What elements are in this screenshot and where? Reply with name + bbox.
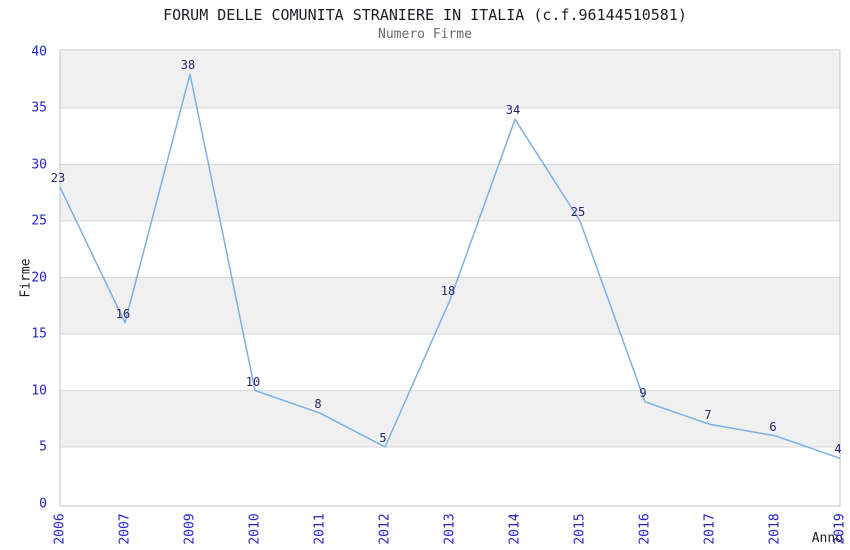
y-tick-label: 20 xyxy=(31,270,47,285)
x-tick-label: 2015 xyxy=(572,513,588,545)
chart-title: FORUM DELLE COMUNITA STRANIERE IN ITALIA… xyxy=(163,6,687,24)
x-tick-label: 2019 xyxy=(832,513,848,545)
data-point-label: 10 xyxy=(245,374,261,389)
x-tick-label: 2007 xyxy=(117,513,133,545)
chart-subtitle: Numero Firme xyxy=(378,27,472,42)
shaded-band xyxy=(60,390,840,447)
y-tick-label: 25 xyxy=(31,213,47,229)
y-tick-label: 35 xyxy=(31,100,47,116)
data-line xyxy=(59,73,841,460)
y-tick-label: 15 xyxy=(31,326,47,342)
data-point-label: 9 xyxy=(639,385,647,400)
x-tick-label: 2013 xyxy=(442,513,458,545)
data-point-label: 16 xyxy=(115,306,131,321)
data-point-label: 38 xyxy=(180,58,196,73)
x-axis-title: Anno xyxy=(811,531,843,546)
y-tick-label: 40 xyxy=(31,44,47,59)
x-tick-label: 2006 xyxy=(52,513,68,545)
data-point-label: 34 xyxy=(505,103,521,118)
y-tick-label: 30 xyxy=(31,157,47,172)
y-tick-label: 10 xyxy=(31,383,47,398)
data-point-label: 7 xyxy=(704,408,712,423)
y-tick-label: 5 xyxy=(39,439,47,455)
x-tick-label: 2016 xyxy=(637,513,653,545)
data-point-label: 8 xyxy=(314,397,322,412)
data-point-label: 5 xyxy=(379,431,387,445)
x-tick-label: 2012 xyxy=(377,513,393,545)
data-point-label: 6 xyxy=(769,419,777,434)
shaded-band xyxy=(60,51,840,108)
y-tick-label: 0 xyxy=(39,496,47,511)
x-tick-label: 2014 xyxy=(507,513,523,545)
data-point-label: 23 xyxy=(50,171,66,186)
x-tick-label: 2017 xyxy=(702,513,718,545)
x-tick-label: 2009 xyxy=(182,513,198,545)
x-tick-label: 2010 xyxy=(247,513,263,545)
plot-border xyxy=(59,49,841,507)
data-point-label: 25 xyxy=(570,205,586,219)
data-point-label: 4 xyxy=(834,442,842,457)
x-tick-label: 2018 xyxy=(767,513,783,545)
shaded-band xyxy=(60,164,840,221)
shaded-band xyxy=(60,277,840,334)
data-point-label: 18 xyxy=(440,284,456,299)
x-tick-label: 2011 xyxy=(312,513,328,545)
